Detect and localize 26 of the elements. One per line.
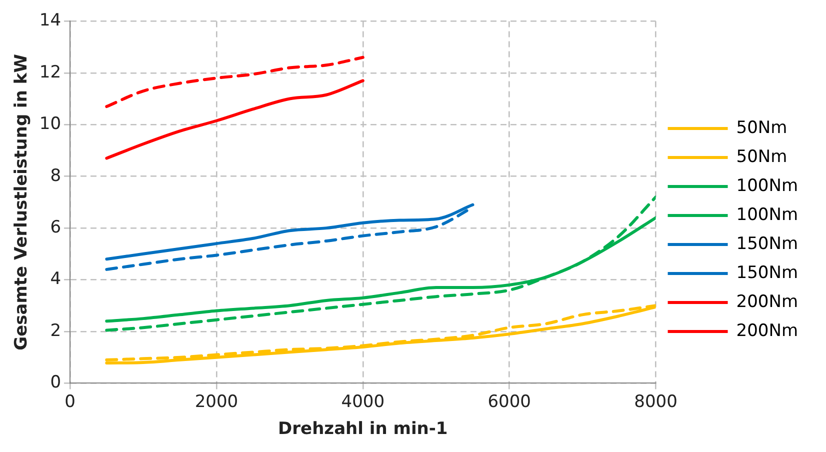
x-tick-label: 4000 <box>341 392 385 412</box>
line-series <box>105 79 364 160</box>
legend-label: 50Nm <box>736 118 788 138</box>
x-tick-label: 8000 <box>634 392 678 412</box>
y-tick-label: 12 <box>39 62 62 82</box>
legend-label: 150Nm <box>736 262 798 283</box>
y-tick-label: 10 <box>39 114 62 134</box>
legend-label: 200Nm <box>736 320 798 341</box>
y-tick-label: 2 <box>50 320 62 341</box>
legend-label: 200Nm <box>736 292 798 312</box>
legend-label: 150Nm <box>736 234 798 254</box>
y-tick-label: 14 <box>39 10 62 31</box>
legend-label: 50Nm <box>736 146 788 167</box>
line-series <box>105 196 656 332</box>
y-tick-label: 8 <box>50 166 62 186</box>
legend-label: 100Nm <box>736 204 798 225</box>
y-tick-label: 6 <box>50 217 62 238</box>
x-tick-label: 0 <box>64 392 76 412</box>
x-tick-label: 2000 <box>194 392 238 412</box>
y-tick-label: 0 <box>50 372 62 393</box>
y-axis-title: Gesamte Verlustleistung in kW <box>12 54 32 350</box>
line-series <box>105 56 364 108</box>
x-axis-title: Drehzahl in min-1 <box>278 419 448 440</box>
legend-label: 100Nm <box>736 176 798 196</box>
y-tick-label: 4 <box>50 269 62 290</box>
x-tick-label: 6000 <box>488 392 531 412</box>
